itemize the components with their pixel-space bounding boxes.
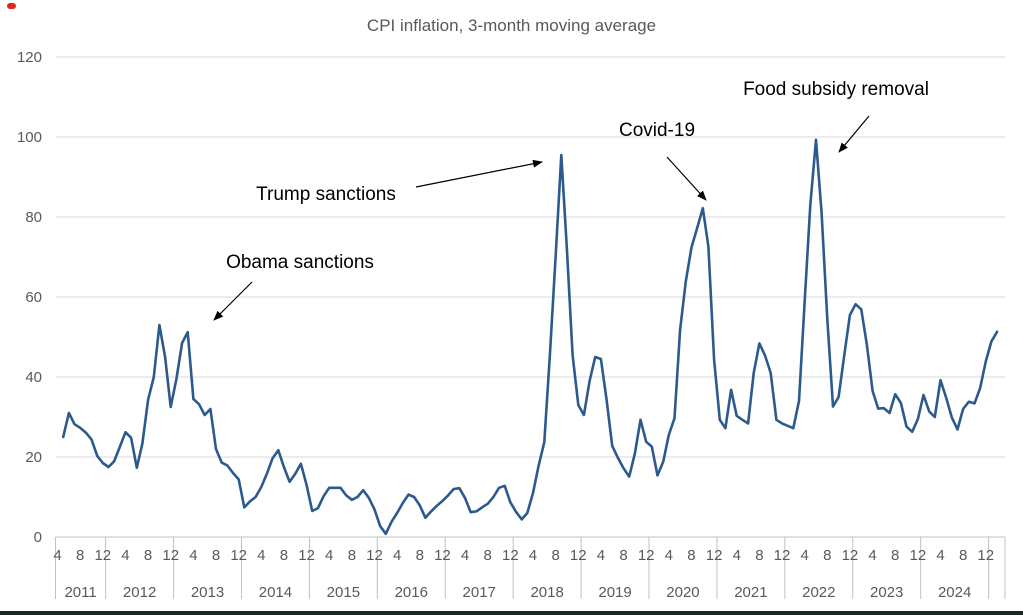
annotation-arrow [213, 281, 253, 321]
month-tick-label: 12 [434, 547, 451, 564]
month-tick-label: 4 [189, 547, 197, 564]
year-label: 2024 [938, 584, 971, 601]
y-tick-label: 20 [25, 449, 42, 466]
year-label: 2013 [191, 584, 224, 601]
y-tick-label: 120 [17, 49, 42, 66]
year-label: 2014 [259, 584, 292, 601]
month-tick-label: 4 [121, 547, 129, 564]
cpi-inflation-line [61, 138, 999, 536]
year-label: 2022 [802, 584, 835, 601]
month-tick-label: 12 [298, 547, 315, 564]
month-tick-label: 8 [687, 547, 695, 564]
month-tick-label: 4 [868, 547, 876, 564]
month-tick-label: 4 [733, 547, 741, 564]
month-tick-label: 12 [706, 547, 723, 564]
month-tick-label: 12 [366, 547, 383, 564]
year-label: 2016 [395, 584, 428, 601]
month-tick-label: 12 [570, 547, 587, 564]
window-close-button[interactable] [7, 3, 16, 9]
annotation-arrow [415, 159, 543, 188]
month-tick-label: 12 [230, 547, 247, 564]
month-tick-label: 4 [325, 547, 333, 564]
bottom-edge-bar [0, 611, 1023, 615]
month-tick-label: 12 [94, 547, 111, 564]
month-tick-label: 4 [257, 547, 265, 564]
month-tick-label: 8 [484, 547, 492, 564]
month-tick-label: 12 [502, 547, 519, 564]
month-tick-label: 4 [53, 547, 61, 564]
month-tick-label: 12 [774, 547, 791, 564]
year-label: 2011 [64, 584, 96, 601]
month-tick-label: 12 [842, 547, 859, 564]
year-label: 2015 [327, 584, 360, 601]
month-tick-label: 8 [348, 547, 356, 564]
month-tick-label: 8 [755, 547, 763, 564]
year-label: 2021 [734, 584, 767, 601]
y-tick-label: 40 [25, 369, 42, 386]
month-tick-label: 4 [393, 547, 401, 564]
month-tick-label: 8 [959, 547, 967, 564]
month-tick-label: 8 [619, 547, 627, 564]
month-tick-label: 4 [597, 547, 605, 564]
y-tick-label: 100 [17, 129, 42, 146]
year-label: 2012 [123, 584, 156, 601]
annotation-obama-sanctions: Obama sanctions [226, 252, 374, 273]
month-tick-label: 4 [529, 547, 537, 564]
month-tick-label: 8 [823, 547, 831, 564]
month-tick-label: 4 [665, 547, 673, 564]
year-label: 2017 [463, 584, 496, 601]
month-tick-label: 4 [461, 547, 469, 564]
chart-title: CPI inflation, 3-month moving average [366, 16, 657, 35]
year-label: 2020 [666, 584, 699, 601]
month-tick-label: 4 [936, 547, 944, 564]
month-tick-label: 8 [891, 547, 899, 564]
month-tick-label: 8 [551, 547, 559, 564]
month-tick-label: 12 [910, 547, 927, 564]
month-tick-label: 8 [280, 547, 288, 564]
year-label: 2019 [598, 584, 631, 601]
month-tick-label: 12 [977, 547, 994, 564]
month-tick-label: 8 [212, 547, 220, 564]
month-tick-label: 8 [416, 547, 424, 564]
annotation-trump-sanctions: Trump sanctions [256, 184, 396, 205]
month-tick-label: 12 [638, 547, 655, 564]
annotation-food-subsidy-removal: Food subsidy removal [743, 79, 929, 100]
y-tick-label: 60 [25, 289, 42, 306]
year-label: 2023 [870, 584, 903, 601]
y-tick-label: 80 [25, 209, 42, 226]
month-tick-label: 8 [76, 547, 84, 564]
annotation-covid-19: Covid-19 [618, 120, 696, 141]
month-tick-label: 12 [162, 547, 179, 564]
annotation-arrow [666, 156, 707, 201]
month-tick-label: 8 [144, 547, 152, 564]
annotation-arrow [838, 115, 870, 153]
y-tick-label: 0 [34, 529, 42, 546]
year-label: 2018 [530, 584, 563, 601]
month-tick-label: 4 [800, 547, 808, 564]
